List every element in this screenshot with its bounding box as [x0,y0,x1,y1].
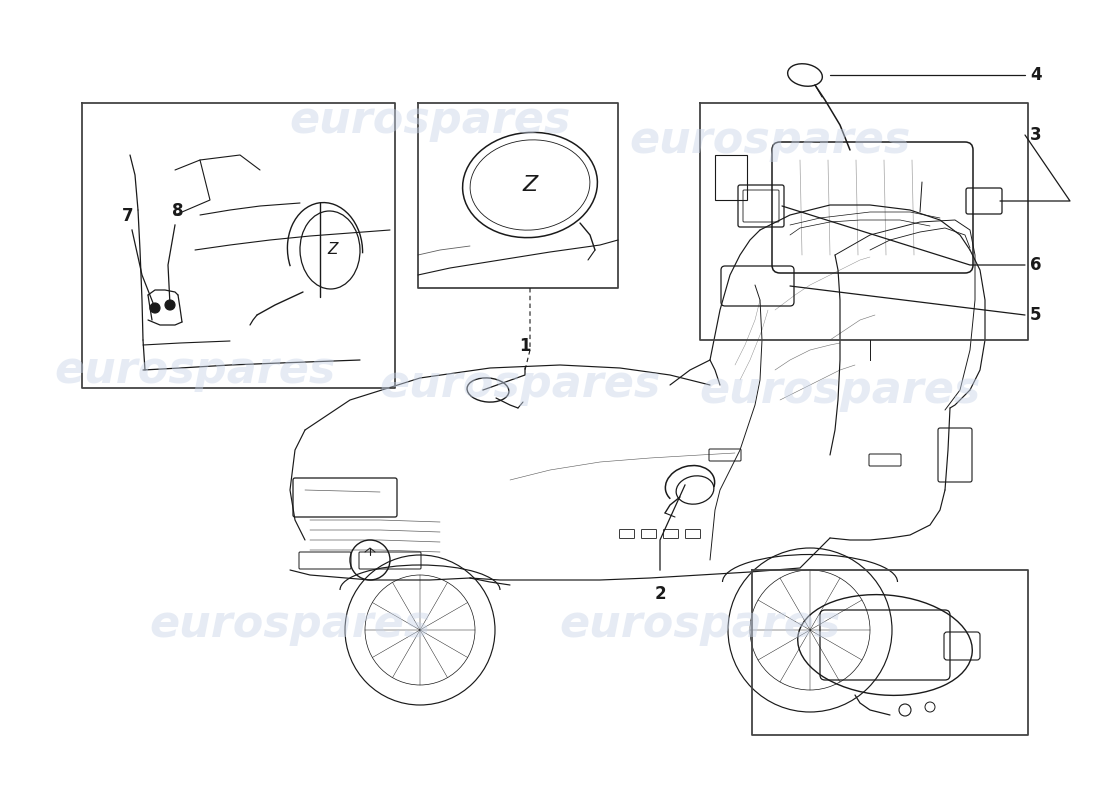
Text: eurospares: eurospares [379,363,661,406]
Text: 7: 7 [122,207,134,225]
Text: 3: 3 [1030,126,1042,144]
Text: eurospares: eurospares [700,369,981,411]
Text: eurospares: eurospares [559,603,840,646]
Text: 1: 1 [519,337,530,355]
Circle shape [150,303,160,313]
Text: Z: Z [328,242,339,258]
Circle shape [165,300,175,310]
Text: 2: 2 [654,585,666,603]
Text: Z: Z [522,175,538,195]
Text: 4: 4 [1030,66,1042,84]
Text: eurospares: eurospares [150,603,431,646]
Text: 6: 6 [1030,256,1042,274]
Text: eurospares: eurospares [54,349,336,391]
Text: eurospares: eurospares [629,118,911,162]
Text: 5: 5 [1030,306,1042,324]
Text: 8: 8 [173,202,184,220]
Text: eurospares: eurospares [289,98,571,142]
